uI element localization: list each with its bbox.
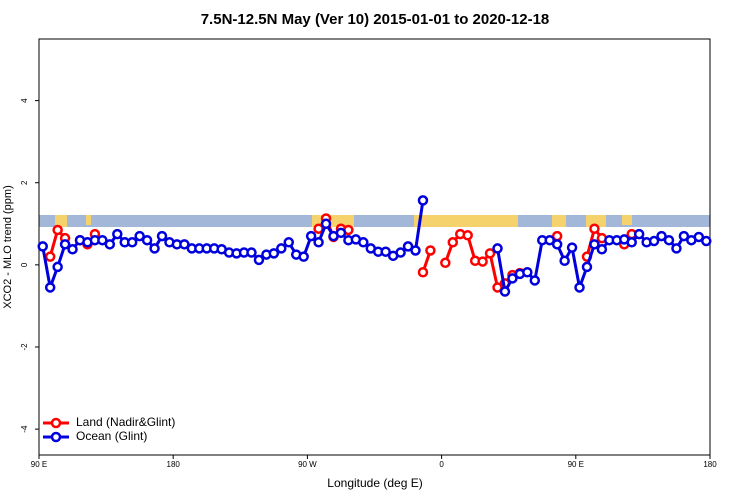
legend-marker: [50, 417, 62, 429]
data-point: [59, 239, 71, 250]
data-point: [589, 239, 600, 250]
data-point: [52, 224, 63, 236]
land-patch: [55, 215, 67, 227]
data-point: [484, 248, 496, 259]
data-point: [335, 227, 347, 239]
x-tick-label: 90 E: [568, 460, 584, 469]
data-point: [566, 242, 578, 253]
data-point: [320, 218, 332, 230]
data-point: [633, 228, 645, 240]
data-point: [477, 256, 488, 267]
data-point: [246, 247, 257, 258]
data-point: [551, 239, 563, 250]
y-tick-label: 2: [20, 180, 29, 185]
data-point: [581, 261, 593, 273]
x-tick-label: 0: [439, 460, 444, 469]
data-point: [425, 245, 436, 256]
data-point: [693, 231, 705, 243]
data-point: [402, 241, 414, 252]
data-point: [156, 230, 168, 242]
land-mask: [39, 215, 710, 227]
ocean-band: [39, 215, 710, 227]
x-tick-label: 90 E: [31, 460, 47, 469]
x-axis-title: Longitude (deg E): [327, 476, 422, 490]
data-point: [395, 247, 406, 258]
y-tick-label: 0: [20, 262, 29, 267]
data-point: [492, 243, 503, 254]
data-point: [298, 251, 309, 262]
data-point: [626, 237, 637, 248]
data-point: [67, 244, 78, 255]
data-point: [574, 282, 585, 293]
chart-title: 7.5N-12.5N May (Ver 10) 2015-01-01 to 20…: [201, 11, 550, 28]
y-tick-label: 4: [20, 98, 29, 103]
data-point: [663, 234, 675, 246]
data-point: [671, 243, 682, 254]
data-point: [283, 237, 295, 248]
data-point: [141, 234, 153, 246]
land-patch: [86, 215, 91, 225]
data-point: [522, 267, 533, 278]
data-point: [44, 282, 56, 293]
data-point: [44, 251, 56, 262]
data-point: [648, 235, 660, 247]
data-point: [492, 282, 503, 293]
data-point: [589, 223, 600, 234]
data-point: [149, 243, 160, 254]
data-point: [179, 239, 190, 250]
x-tick-label: 180: [167, 460, 181, 469]
land-patch: [414, 215, 518, 227]
data-point: [462, 230, 473, 241]
data-point: [447, 237, 459, 248]
data-point: [97, 234, 108, 246]
data-point: [276, 243, 287, 254]
data-point: [440, 257, 451, 269]
data-point: [104, 239, 116, 250]
data-point: [417, 195, 429, 206]
data-point: [126, 237, 138, 248]
data-point: [134, 230, 145, 242]
data-point: [410, 245, 421, 256]
data-point: [656, 230, 667, 242]
data-point: [112, 228, 123, 240]
legend-label: Land (Nadir&Glint): [76, 415, 175, 429]
y-tick-label: -4: [20, 425, 29, 433]
data-point: [529, 275, 541, 286]
y-axis-title: XCO2 - MLO trend (ppm): [2, 185, 14, 308]
land-patch: [552, 215, 566, 227]
x-tick-label: 90 W: [298, 460, 317, 469]
data-point: [701, 235, 712, 247]
land-patch: [622, 215, 632, 225]
data-point: [559, 255, 570, 267]
data-point: [268, 248, 280, 259]
data-point: [313, 237, 324, 248]
data-point: [499, 286, 511, 297]
data-point: [305, 230, 317, 242]
data-point: [596, 244, 608, 255]
x-tick-label: 180: [703, 460, 717, 469]
data-point: [507, 273, 518, 284]
data-point: [37, 241, 48, 252]
data-point: [253, 254, 265, 266]
legend-label: Ocean (Glint): [76, 429, 147, 443]
land-patch: [586, 215, 606, 227]
data-point: [358, 237, 369, 248]
data-point: [544, 234, 555, 246]
data-point: [417, 267, 429, 278]
data-point: [52, 261, 63, 273]
data-point: [380, 246, 391, 257]
y-tick-label: -2: [20, 343, 29, 351]
legend-marker: [50, 431, 62, 443]
data-point: [678, 230, 690, 242]
